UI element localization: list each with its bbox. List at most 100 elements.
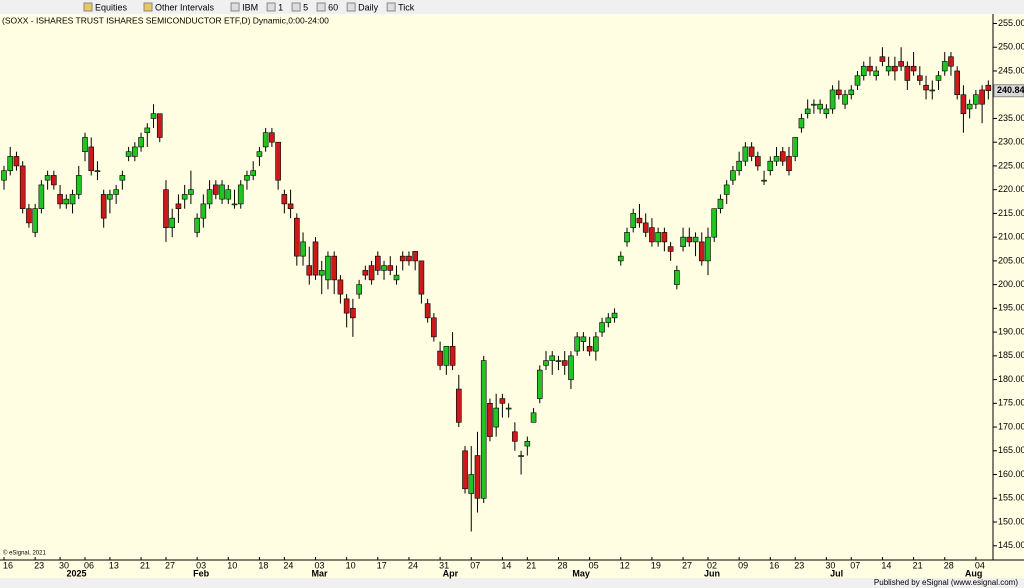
candle-body (723, 184, 730, 195)
x-tick-label: 07 (850, 560, 860, 570)
y-tick-label: 200.00 (998, 279, 1024, 289)
candle-body (175, 203, 182, 209)
candle-body (57, 194, 63, 205)
y-tick-label: 195.00 (998, 303, 1024, 313)
candle-body (867, 65, 873, 72)
y-tick-label: 180.00 (998, 374, 1024, 384)
candle-body (898, 61, 904, 67)
x-tick-label: 12 (620, 560, 630, 570)
x-tick-label: 21 (913, 560, 923, 570)
candle-body (331, 255, 337, 281)
candle-body (480, 360, 487, 499)
y-tick-label: 225.00 (998, 160, 1024, 170)
toolbar-button[interactable]: 1 (278, 2, 283, 12)
candle-body (381, 265, 387, 271)
candle-body (680, 236, 686, 247)
y-tick-label: 175.00 (998, 398, 1024, 408)
candle-body (586, 346, 593, 352)
candle-body (200, 203, 207, 219)
candle-body (736, 160, 742, 171)
x-tick-label: 03 (196, 560, 206, 570)
candle-body (206, 189, 213, 205)
toolbar-button[interactable]: 5 (303, 2, 308, 12)
candle-body (275, 141, 281, 181)
month-label: Aug (965, 568, 983, 578)
candle-body (374, 255, 381, 271)
candle-body (244, 175, 250, 181)
candle-body (455, 388, 462, 423)
candle-body (487, 403, 493, 437)
candle-body (755, 156, 761, 167)
candle-body (630, 213, 637, 228)
candle-body (306, 265, 313, 276)
candle-body (412, 251, 418, 262)
candle-body (219, 184, 225, 200)
candle-body (599, 322, 605, 333)
candle-body (917, 75, 923, 81)
x-tick-label: 27 (165, 560, 175, 570)
candle-body (923, 84, 929, 91)
toolbar-button[interactable]: 60 (328, 2, 338, 12)
toolbar-icon (316, 2, 326, 12)
publisher: Published by eSignal (www.esignal.com) (874, 578, 1018, 587)
candle-body (711, 208, 718, 238)
candle-body (13, 156, 20, 167)
candle-body (505, 407, 512, 410)
candle-body (493, 407, 499, 428)
x-tick-label: 27 (682, 560, 692, 570)
candle-body (792, 137, 799, 157)
x-tick-label: 30 (59, 560, 69, 570)
candle-body (717, 198, 724, 209)
candle-body (1, 170, 7, 181)
y-tick-label: 205.00 (998, 255, 1024, 265)
toolbar-button[interactable]: Tick (398, 2, 415, 12)
month-label: Mar (311, 568, 328, 578)
y-tick-label: 190.00 (998, 326, 1024, 336)
toolbar-icon (266, 2, 276, 12)
candle-body (32, 208, 38, 233)
x-tick-label: 17 (377, 560, 387, 570)
candle-body (237, 184, 244, 205)
candle-body (269, 132, 275, 143)
toolbar-button[interactable]: Equities (95, 2, 128, 12)
toolbar-button[interactable]: IBM (242, 2, 258, 12)
x-tick-label: 18 (258, 560, 268, 570)
x-tick-label: 04 (975, 560, 985, 570)
candle-body (674, 270, 680, 285)
candle-body (767, 160, 774, 171)
candle-body (929, 89, 936, 92)
y-tick-label: 145.00 (998, 540, 1024, 550)
candle-body (156, 113, 163, 138)
candle-body (337, 279, 344, 295)
candle-body (462, 450, 468, 490)
candle-body (910, 65, 917, 72)
candle-body (941, 61, 948, 72)
candle-body (985, 84, 992, 92)
y-tick-label: 170.00 (998, 421, 1024, 431)
candle-body (468, 474, 475, 494)
candle-body (443, 346, 450, 366)
toolbar-icon (143, 2, 153, 12)
candle-body (798, 118, 805, 129)
candle-body (904, 65, 911, 81)
candle-body (499, 398, 506, 404)
candle-body (530, 412, 537, 423)
x-tick-label: 09 (738, 560, 748, 570)
toolbar-button[interactable]: Daily (358, 2, 379, 12)
x-tick-label: 24 (283, 560, 293, 570)
y-tick-label: 255.00 (998, 18, 1024, 28)
candle-body (287, 203, 294, 209)
candle-body (262, 132, 269, 148)
candle-body (424, 303, 431, 319)
candle-body (474, 455, 481, 499)
month-label: Jul (830, 568, 843, 578)
candle-body (960, 94, 967, 115)
candle-body (966, 103, 973, 110)
y-tick-label: 220.00 (998, 184, 1024, 194)
candle-body (250, 170, 256, 176)
candle-body (536, 369, 543, 399)
candle-body (879, 56, 886, 62)
toolbar-button[interactable]: Other Intervals (155, 2, 215, 12)
candle-body (356, 284, 362, 295)
